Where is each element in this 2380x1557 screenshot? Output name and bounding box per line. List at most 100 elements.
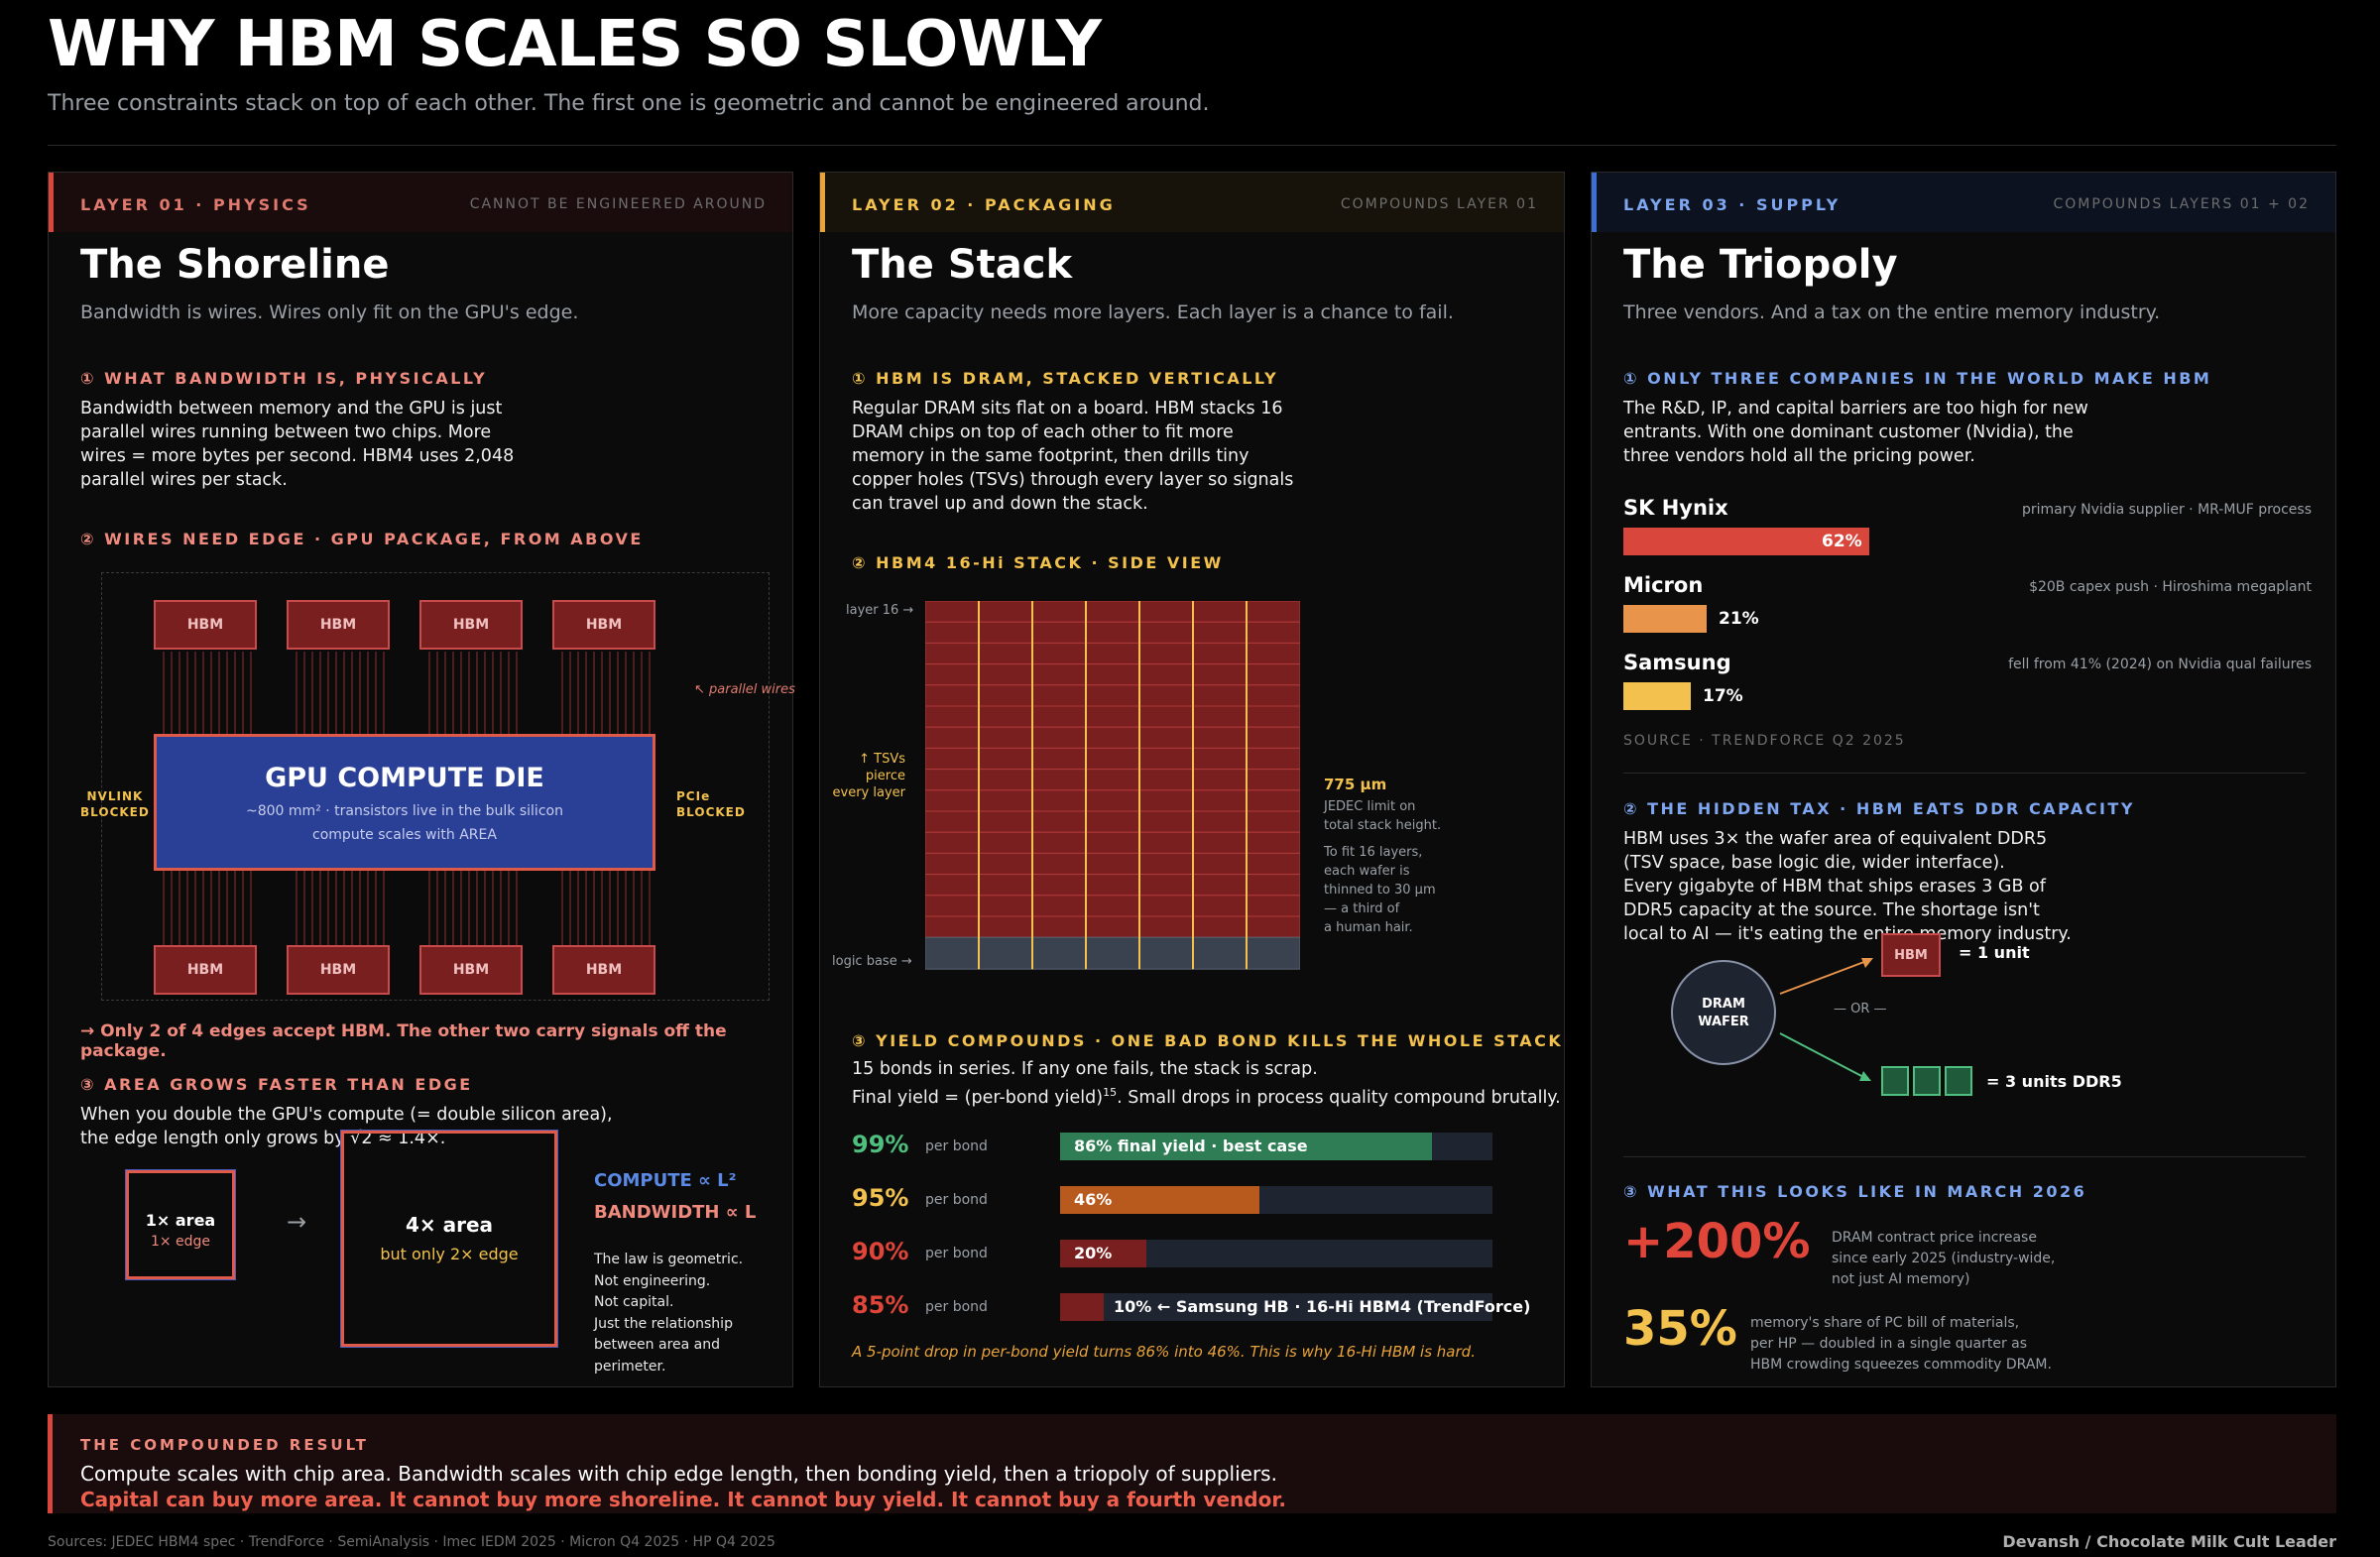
panel-header: LAYER 02 · PACKAGING COMPOUNDS LAYER 01 bbox=[820, 173, 1564, 232]
panel-title: The Shoreline bbox=[80, 242, 390, 288]
section-title: ② HBM4 16-Hi STACK · SIDE VIEW bbox=[852, 553, 1224, 572]
panel-title: The Stack bbox=[852, 242, 1073, 288]
edge-note: → Only 2 of 4 edges accept HBM. The othe… bbox=[80, 1021, 727, 1061]
yield-bar-track: 46% bbox=[1060, 1186, 1492, 1214]
gpu-compute-die: GPU COMPUTE DIE ~800 mm² · transistors l… bbox=[154, 734, 655, 871]
section-title: ③ WHAT THIS LOOKS LIKE IN MARCH 2026 bbox=[1623, 1182, 2087, 1201]
panel-subtitle: Bandwidth is wires. Wires only fit on th… bbox=[80, 301, 579, 323]
pcie-blocked-label: PCIe BLOCKED bbox=[676, 789, 746, 819]
dram-layer bbox=[924, 874, 1301, 897]
arrow-right: → bbox=[287, 1208, 307, 1236]
panel-shoreline: LAYER 01 · PHYSICS CANNOT BE ENGINEERED … bbox=[48, 172, 795, 1387]
vendor-note: $20B capex push · Hiroshima megaplant bbox=[2029, 579, 2312, 595]
wire-lines bbox=[163, 652, 651, 945]
vendor-name: SK Hynix bbox=[1623, 496, 1728, 520]
vendor-row: SK Hynix primary Nvidia supplier · MR-MUF… bbox=[1592, 496, 2337, 565]
dram-layer bbox=[924, 789, 1301, 812]
panel-subtitle: More capacity needs more layers. Each la… bbox=[852, 301, 1454, 323]
hbm-stack-bottom-4: HBM bbox=[552, 945, 655, 995]
yield-bar-track: 86% final yield · best case bbox=[1060, 1133, 1492, 1160]
dram-layer bbox=[924, 600, 1301, 623]
yield-bar-fill bbox=[1060, 1240, 1147, 1267]
stack-height-value: 775 µm bbox=[1324, 776, 1387, 793]
yield-bar-label: 20% bbox=[1074, 1244, 1113, 1262]
dram-layer bbox=[924, 705, 1301, 728]
stat-price-increase: +200% bbox=[1623, 1214, 1811, 1269]
section-body: HBM uses 3× the wafer area of equivalent… bbox=[1623, 829, 2072, 944]
section-title: ③ YIELD COMPOUNDS · ONE BAD BOND KILLS T… bbox=[852, 1031, 1564, 1050]
logic-base-die bbox=[924, 936, 1301, 970]
layer-tag: LAYER 03 · SUPPLY bbox=[1623, 195, 1842, 214]
per-bond-yield: 85% bbox=[852, 1291, 909, 1319]
layer-note: COMPOUNDS LAYERS 01 + 02 bbox=[2053, 196, 2310, 212]
dram-layer bbox=[924, 852, 1301, 876]
panel-subtitle: Three vendors. And a tax on the entire m… bbox=[1623, 301, 2161, 323]
dram-layer bbox=[924, 810, 1301, 833]
footer-sources: Sources: JEDEC HBM4 spec · TrendForce · … bbox=[48, 1534, 775, 1550]
nvlink-blocked-label: NVLINK BLOCKED bbox=[80, 789, 150, 819]
vendor-row: Samsung fell from 41% (2024) on Nvidia qu… bbox=[1592, 651, 2337, 720]
section-body: The R&D, IP, and capital barriers are to… bbox=[1623, 399, 2088, 466]
dram-layer bbox=[924, 642, 1301, 665]
layer-note: COMPOUNDS LAYER 01 bbox=[1340, 196, 1538, 212]
stat-price-note: DRAM contract price increase since early … bbox=[1832, 1230, 2056, 1287]
hbm-stack-bottom-3: HBM bbox=[419, 945, 523, 995]
section-divider bbox=[1623, 773, 2306, 774]
layer-tag: LAYER 02 · PACKAGING bbox=[852, 195, 1116, 214]
result-line-emphasis: Capital can buy more area. It cannot buy… bbox=[80, 1488, 1286, 1511]
law-bandwidth: BANDWIDTH ∝ L bbox=[594, 1202, 757, 1223]
law-compute: COMPUTE ∝ L² bbox=[594, 1170, 737, 1191]
panel-title: The Triopoly bbox=[1623, 242, 1898, 288]
result-line: Compute scales with chip area. Bandwidth… bbox=[80, 1462, 1277, 1486]
yield-bar-fill bbox=[1060, 1133, 1432, 1160]
share-label: 21% bbox=[1719, 609, 1759, 629]
compounded-result-banner: THE COMPOUNDED RESULT Compute scales wit… bbox=[48, 1414, 2336, 1513]
dram-layer bbox=[924, 915, 1301, 938]
hbm-unit-box: HBM bbox=[1881, 933, 1941, 977]
panel-header: LAYER 03 · SUPPLY COMPOUNDS LAYERS 01 + … bbox=[1592, 173, 2335, 232]
section-divider bbox=[1623, 1156, 2306, 1157]
result-tag: THE COMPOUNDED RESULT bbox=[80, 1436, 369, 1454]
wafer-arrows bbox=[1779, 958, 1873, 1081]
vendor-name: Samsung bbox=[1623, 651, 1731, 674]
hbm-stack-top-1: HBM bbox=[154, 600, 257, 650]
per-bond-label: per bond bbox=[925, 1246, 988, 1261]
section-title: ① WHAT BANDWIDTH IS, PHYSICALLY bbox=[80, 369, 488, 388]
dram-layer bbox=[924, 663, 1301, 686]
dram-layer bbox=[924, 895, 1301, 917]
dram-layer bbox=[924, 747, 1301, 771]
panel-stack: LAYER 02 · PACKAGING COMPOUNDS LAYER 01 … bbox=[819, 172, 1565, 1387]
stack-height-note: JEDEC limit on total stack height. bbox=[1324, 799, 1442, 833]
dram-layer bbox=[924, 684, 1301, 707]
ddr5-unit-2 bbox=[1913, 1066, 1941, 1096]
wafer-diagram: DRAM WAFER HBM = 1 unit — OR — = 3 units … bbox=[1592, 933, 2337, 1115]
dram-layer bbox=[924, 726, 1301, 749]
per-bond-yield: 90% bbox=[852, 1238, 909, 1265]
yield-row: 99% per bond 86% final yield · best case bbox=[820, 1131, 1566, 1170]
logic-base-label: logic base → bbox=[832, 954, 912, 969]
dram-layer bbox=[924, 621, 1301, 644]
die-title: GPU COMPUTE DIE bbox=[265, 763, 544, 793]
dram-layer bbox=[924, 831, 1301, 854]
share-label: 62% bbox=[1822, 532, 1862, 551]
stack-svg bbox=[924, 600, 1301, 970]
section-body: When you double the GPU's compute (= dou… bbox=[80, 1105, 613, 1148]
section-body: 15 bonds in series. If any one fails, th… bbox=[852, 1059, 1561, 1108]
per-bond-label: per bond bbox=[925, 1138, 988, 1154]
section-title: ① HBM IS DRAM, STACKED VERTICALLY bbox=[852, 369, 1279, 388]
layer-note: CANNOT BE ENGINEERED AROUND bbox=[469, 196, 767, 212]
stat-bom-share: 35% bbox=[1623, 1301, 1737, 1357]
law-notes: The law is geometric. Not engineering. Not… bbox=[594, 1252, 744, 1375]
hbm-stack-top-3: HBM bbox=[419, 600, 523, 650]
stat-bom-note: memory's share of PC bill of materials, p… bbox=[1750, 1315, 2052, 1373]
area-box-1x: 1× area 1× edge bbox=[125, 1169, 236, 1280]
hbm-stack-bottom-1: HBM bbox=[154, 945, 257, 995]
vendor-name: Micron bbox=[1623, 573, 1704, 597]
page-subtitle: Three constraints stack on top of each o… bbox=[48, 91, 1210, 116]
share-bar bbox=[1623, 605, 1707, 633]
vendor-row: Micron $20B capex push · Hiroshima megapl… bbox=[1592, 573, 2337, 643]
yield-row: 90% per bond 20% bbox=[820, 1238, 1566, 1277]
hbm-stack-bottom-2: HBM bbox=[287, 945, 390, 995]
tsv-note: ↑ TSVs pierce every layer bbox=[832, 752, 905, 800]
vendor-note: fell from 41% (2024) on Nvidia qual fail… bbox=[2008, 657, 2312, 672]
